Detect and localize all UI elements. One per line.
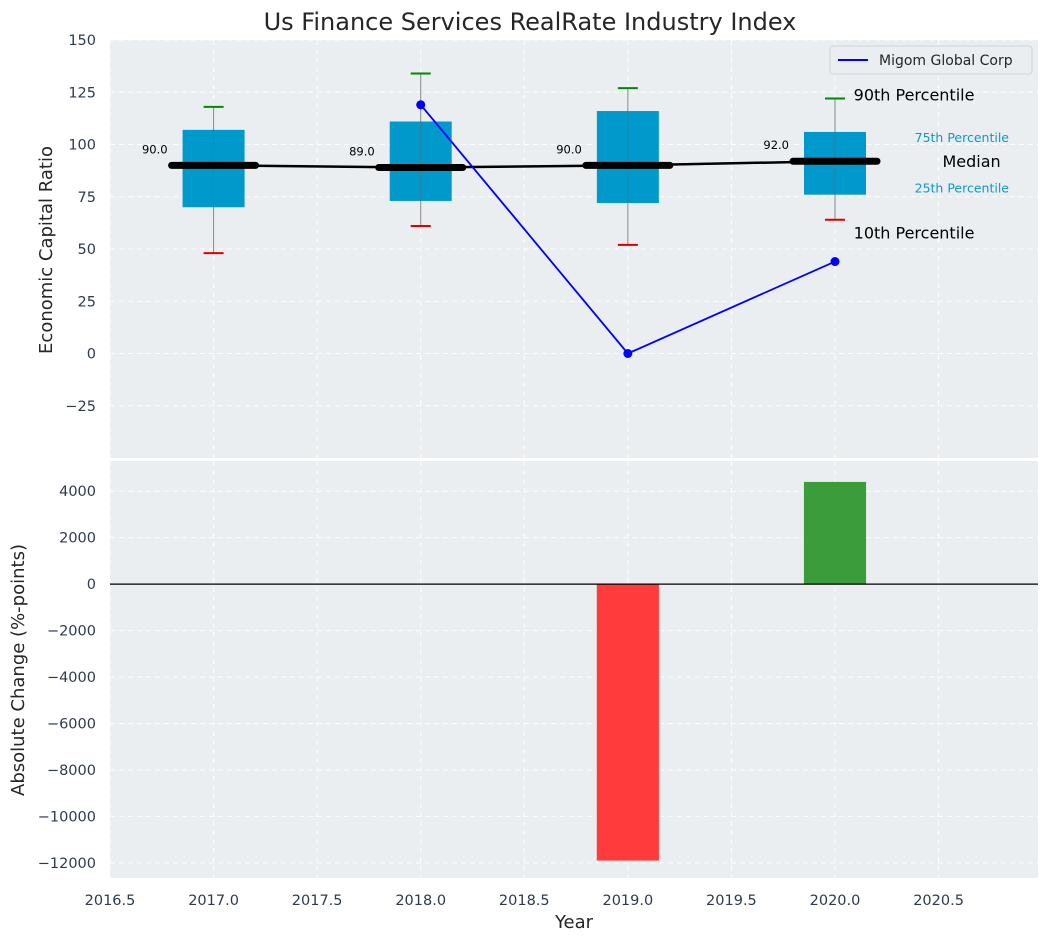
x-tick-label: 2020.5	[913, 893, 964, 909]
top-y-tick-label: 0	[87, 347, 96, 363]
change-bar	[596, 584, 659, 861]
legend-label: Migom Global Corp	[879, 53, 1013, 69]
change-bar	[803, 481, 867, 585]
top-y-axis-label: Economic Capital Ratio	[36, 146, 57, 354]
legend-box	[829, 45, 1033, 75]
median-value-label: 90.0	[556, 142, 582, 156]
legend: Migom Global Corp	[829, 45, 1033, 75]
x-tick-label: 2018.0	[395, 893, 446, 909]
percentile-annotation: Median	[943, 152, 1001, 171]
median-value-label: 92.0	[763, 138, 789, 152]
bottom-y-tick-label: −12000	[38, 856, 96, 872]
percentile-annotation: 75th Percentile	[915, 130, 1010, 145]
bottom-y-tick-label: 4000	[59, 484, 96, 500]
bottom-panel-background	[110, 461, 1038, 878]
median-value-label: 89.0	[349, 144, 375, 158]
x-tick-label: 2017.5	[292, 893, 343, 909]
top-y-tick-label: 125	[68, 85, 96, 101]
marks-layer	[110, 72, 1038, 861]
top-y-tick-label: −25	[65, 399, 96, 415]
company-point	[623, 349, 633, 358]
company-point	[830, 257, 840, 267]
x-tick-label: 2018.5	[499, 893, 550, 909]
top-y-tick-label: 150	[68, 33, 96, 49]
top-y-tick-label: 50	[78, 242, 96, 258]
text-layer: Us Finance Services RealRate Industry In…	[8, 8, 1009, 933]
x-axis-label: Year	[554, 912, 594, 933]
median-line	[213, 159, 836, 169]
bottom-y-tick-label: −4000	[47, 670, 96, 686]
grid-layer	[109, 39, 1038, 878]
x-tick-label: 2017.0	[188, 893, 239, 909]
bottom-y-axis-label: Absolute Change (%-points)	[8, 544, 29, 796]
bottom-y-tick-label: −10000	[38, 809, 96, 825]
bottom-y-tick-label: 2000	[59, 531, 96, 547]
percentile-annotation: 90th Percentile	[854, 85, 975, 104]
company-point	[416, 100, 426, 110]
median-value-label: 90.0	[142, 142, 168, 156]
x-tick-label: 2019.5	[706, 893, 757, 909]
bottom-y-tick-label: −2000	[47, 624, 96, 640]
x-tick-label: 2016.5	[85, 893, 136, 909]
bottom-y-tick-label: −6000	[47, 717, 96, 733]
bottom-y-tick-label: −8000	[47, 763, 96, 779]
percentile-annotation: 25th Percentile	[915, 180, 1010, 195]
top-y-tick-label: 25	[78, 294, 96, 310]
bottom-y-tick-label: 0	[87, 577, 96, 593]
x-tick-label: 2019.0	[602, 893, 653, 909]
top-y-tick-label: 100	[68, 138, 96, 154]
top-y-tick-label: 75	[78, 190, 96, 206]
x-tick-label: 2020.0	[810, 893, 861, 909]
percentile-annotation: 10th Percentile	[854, 223, 975, 242]
chart-title: Us Finance Services RealRate Industry In…	[264, 8, 797, 36]
